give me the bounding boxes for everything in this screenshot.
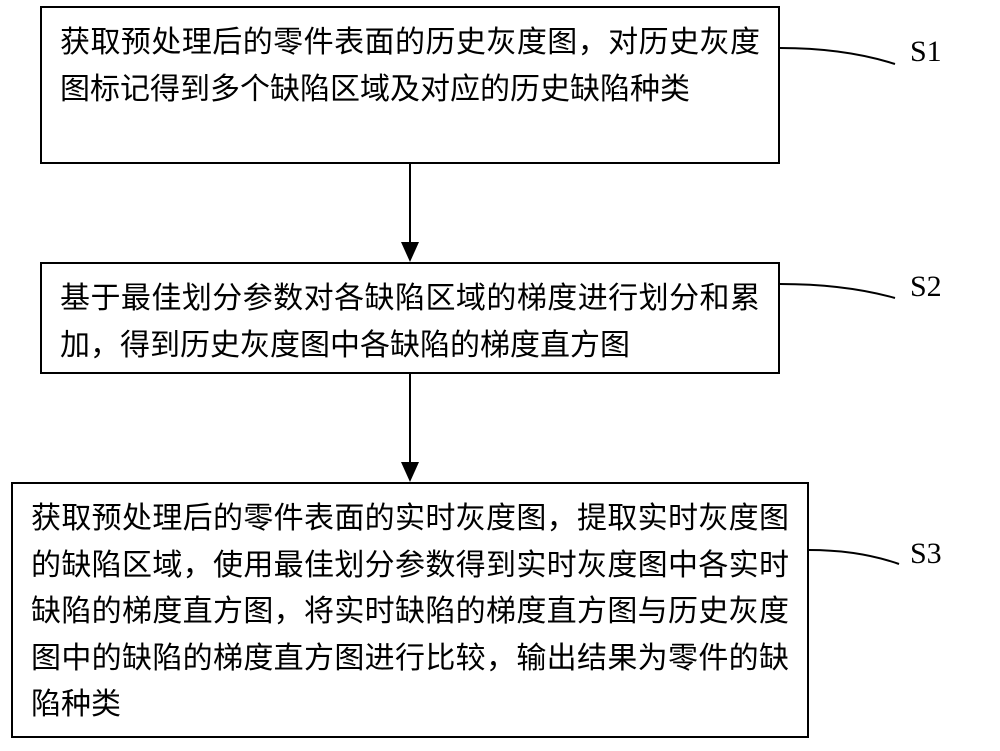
arrow-s1-s2 [401,164,419,262]
step-label-s1: S1 [910,35,942,69]
connector-curve-s1 [780,40,910,70]
connector-curve-s3 [809,542,909,570]
flow-step-s1-text: 获取预处理后的零件表面的历史灰度图，对历史灰度图标记得到多个缺陷区域及对应的历史… [60,26,760,106]
step-label-s3: S3 [910,537,942,571]
arrow-s2-s3 [401,374,419,482]
flow-step-s2-text: 基于最佳划分参数对各缺陷区域的梯度进行划分和累加，得到历史灰度图中各缺陷的梯度直… [60,282,760,362]
step-label-s2: S2 [910,270,942,304]
connector-curve-s2 [780,276,910,304]
flow-step-s3: 获取预处理后的零件表面的实时灰度图，提取实时灰度图的缺陷区域，使用最佳划分参数得… [11,482,809,738]
flow-step-s2: 基于最佳划分参数对各缺陷区域的梯度进行划分和累加，得到历史灰度图中各缺陷的梯度直… [40,262,780,374]
flow-step-s3-text: 获取预处理后的零件表面的实时灰度图，提取实时灰度图的缺陷区域，使用最佳划分参数得… [31,502,789,721]
flow-step-s1: 获取预处理后的零件表面的历史灰度图，对历史灰度图标记得到多个缺陷区域及对应的历史… [40,6,780,164]
